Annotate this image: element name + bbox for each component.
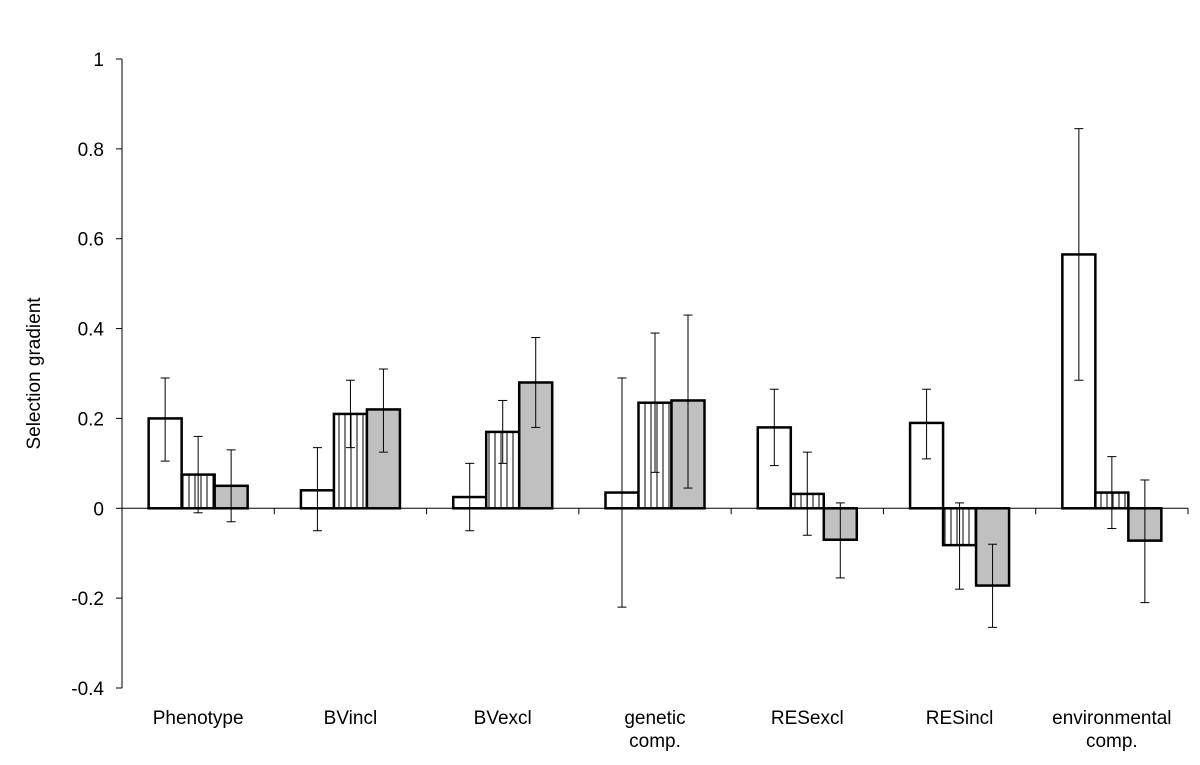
- category-label: BVincl: [324, 708, 378, 729]
- category-label: environmental: [1052, 708, 1171, 729]
- category-label: Phenotype: [153, 708, 244, 729]
- category-label: RESexcl: [771, 708, 844, 729]
- category-label: BVexcl: [474, 708, 532, 729]
- y-tick-label: 0.8: [78, 140, 104, 161]
- y-tick-label: 1: [93, 50, 104, 71]
- category-label: comp.: [629, 731, 681, 752]
- category-label: comp.: [1086, 731, 1138, 752]
- y-tick-label: 0.4: [78, 320, 105, 341]
- category-label: genetic: [624, 708, 685, 729]
- error-bars: [160, 128, 1150, 628]
- y-tick-label: 0: [93, 499, 104, 520]
- category-label: RESincl: [926, 708, 994, 729]
- y-tick-label: 0.6: [78, 230, 104, 251]
- y-tick-label: -0.2: [71, 589, 104, 610]
- labels: 1 0.8 0.6 0.4 0.2 0 -0.2 -0.4 Selection gradient…: [24, 50, 1172, 752]
- y-axis-title: Selection gradient: [24, 297, 45, 450]
- y-tick-label: -0.4: [71, 679, 104, 700]
- y-tick-label: 0.2: [78, 409, 104, 430]
- axes: [116, 58, 1189, 689]
